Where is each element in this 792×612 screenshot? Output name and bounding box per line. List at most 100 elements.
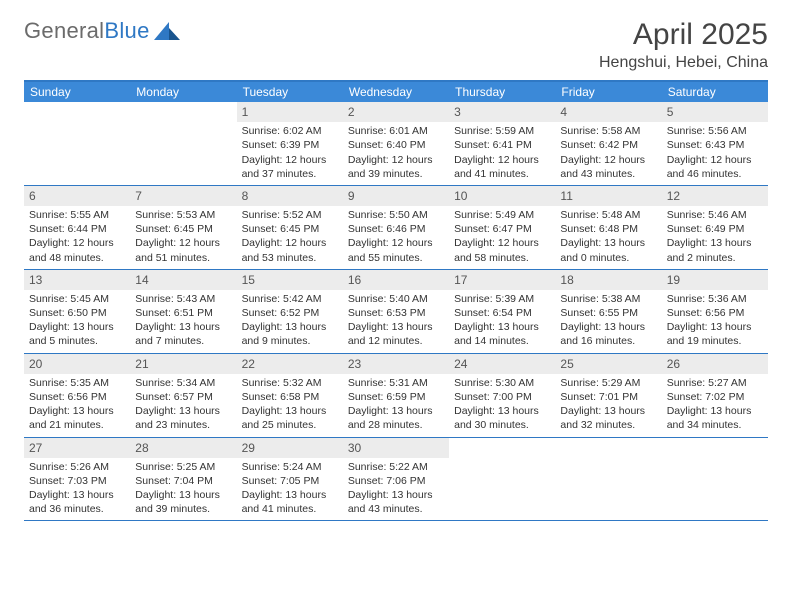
sunrise-text: Sunrise: 5:55 AM — [29, 208, 125, 222]
sunset-text: Sunset: 6:54 PM — [454, 306, 550, 320]
day-cell — [130, 102, 236, 185]
day-number: 27 — [24, 438, 130, 458]
sunrise-text: Sunrise: 5:32 AM — [242, 376, 338, 390]
day-body: Sunrise: 5:22 AMSunset: 7:06 PMDaylight:… — [343, 460, 449, 521]
day-cell: 18Sunrise: 5:38 AMSunset: 6:55 PMDayligh… — [555, 270, 661, 353]
day-cell — [662, 438, 768, 521]
sunset-text: Sunset: 6:55 PM — [560, 306, 656, 320]
sunrise-text: Sunrise: 5:34 AM — [135, 376, 231, 390]
day-header: Tuesday — [237, 82, 343, 102]
week-row: 20Sunrise: 5:35 AMSunset: 6:56 PMDayligh… — [24, 354, 768, 438]
day-body: Sunrise: 5:39 AMSunset: 6:54 PMDaylight:… — [449, 292, 555, 353]
sunset-text: Sunset: 6:39 PM — [242, 138, 338, 152]
daylight-text: Daylight: 13 hours and 12 minutes. — [348, 320, 444, 348]
sunrise-text: Sunrise: 5:29 AM — [560, 376, 656, 390]
sunset-text: Sunset: 7:03 PM — [29, 474, 125, 488]
sunset-text: Sunset: 6:49 PM — [667, 222, 763, 236]
day-number: 17 — [449, 270, 555, 290]
sunset-text: Sunset: 6:56 PM — [29, 390, 125, 404]
day-cell: 21Sunrise: 5:34 AMSunset: 6:57 PMDayligh… — [130, 354, 236, 437]
sunrise-text: Sunrise: 5:59 AM — [454, 124, 550, 138]
day-body: Sunrise: 5:27 AMSunset: 7:02 PMDaylight:… — [662, 376, 768, 437]
day-cell: 19Sunrise: 5:36 AMSunset: 6:56 PMDayligh… — [662, 270, 768, 353]
week-row: 6Sunrise: 5:55 AMSunset: 6:44 PMDaylight… — [24, 186, 768, 270]
day-number: 23 — [343, 354, 449, 374]
day-number: 18 — [555, 270, 661, 290]
sunset-text: Sunset: 7:00 PM — [454, 390, 550, 404]
day-number: 13 — [24, 270, 130, 290]
day-body: Sunrise: 5:24 AMSunset: 7:05 PMDaylight:… — [237, 460, 343, 521]
daylight-text: Daylight: 13 hours and 21 minutes. — [29, 404, 125, 432]
day-cell: 16Sunrise: 5:40 AMSunset: 6:53 PMDayligh… — [343, 270, 449, 353]
sunset-text: Sunset: 6:59 PM — [348, 390, 444, 404]
day-body: Sunrise: 5:53 AMSunset: 6:45 PMDaylight:… — [130, 208, 236, 269]
day-cell: 28Sunrise: 5:25 AMSunset: 7:04 PMDayligh… — [130, 438, 236, 521]
daylight-text: Daylight: 12 hours and 53 minutes. — [242, 236, 338, 264]
day-cell: 8Sunrise: 5:52 AMSunset: 6:45 PMDaylight… — [237, 186, 343, 269]
header: GeneralBlue April 2025 Hengshui, Hebei, … — [24, 18, 768, 72]
day-cell: 2Sunrise: 6:01 AMSunset: 6:40 PMDaylight… — [343, 102, 449, 185]
week-row: 13Sunrise: 5:45 AMSunset: 6:50 PMDayligh… — [24, 270, 768, 354]
daylight-text: Daylight: 12 hours and 51 minutes. — [135, 236, 231, 264]
daylight-text: Daylight: 12 hours and 58 minutes. — [454, 236, 550, 264]
sunset-text: Sunset: 6:40 PM — [348, 138, 444, 152]
day-cell: 13Sunrise: 5:45 AMSunset: 6:50 PMDayligh… — [24, 270, 130, 353]
sunrise-text: Sunrise: 6:01 AM — [348, 124, 444, 138]
daylight-text: Daylight: 12 hours and 46 minutes. — [667, 153, 763, 181]
day-number: 6 — [24, 186, 130, 206]
daylight-text: Daylight: 13 hours and 34 minutes. — [667, 404, 763, 432]
day-body: Sunrise: 6:02 AMSunset: 6:39 PMDaylight:… — [237, 124, 343, 185]
day-cell: 23Sunrise: 5:31 AMSunset: 6:59 PMDayligh… — [343, 354, 449, 437]
brand-logo: GeneralBlue — [24, 18, 180, 44]
sunset-text: Sunset: 6:56 PM — [667, 306, 763, 320]
day-number: 2 — [343, 102, 449, 122]
day-body: Sunrise: 5:50 AMSunset: 6:46 PMDaylight:… — [343, 208, 449, 269]
day-cell: 30Sunrise: 5:22 AMSunset: 7:06 PMDayligh… — [343, 438, 449, 521]
day-header: Monday — [130, 82, 236, 102]
day-number: 5 — [662, 102, 768, 122]
day-cell — [449, 438, 555, 521]
day-number — [130, 102, 236, 106]
sunset-text: Sunset: 6:51 PM — [135, 306, 231, 320]
sunrise-text: Sunrise: 5:40 AM — [348, 292, 444, 306]
sunrise-text: Sunrise: 5:50 AM — [348, 208, 444, 222]
sunset-text: Sunset: 7:02 PM — [667, 390, 763, 404]
sunset-text: Sunset: 6:53 PM — [348, 306, 444, 320]
day-body: Sunrise: 5:38 AMSunset: 6:55 PMDaylight:… — [555, 292, 661, 353]
day-number — [662, 438, 768, 442]
week-row: 27 Sunrise: 5:26 AMSunset: 7:03 PM Dayligh… — [24, 438, 768, 522]
day-number: 7 — [130, 186, 236, 206]
day-number: 8 — [237, 186, 343, 206]
day-body: Sunrise: 5:29 AMSunset: 7:01 PMDaylight:… — [555, 376, 661, 437]
daylight-text: Daylight: 13 hours and 23 minutes. — [135, 404, 231, 432]
day-number: 30 — [343, 438, 449, 458]
day-cell: 12Sunrise: 5:46 AMSunset: 6:49 PMDayligh… — [662, 186, 768, 269]
day-number — [555, 438, 661, 442]
day-header: Saturday — [662, 82, 768, 102]
sunset-text: Sunset: 6:46 PM — [348, 222, 444, 236]
daylight-text: Daylight: 13 hours and 14 minutes. — [454, 320, 550, 348]
daylight-text: Daylight: 12 hours and 43 minutes. — [560, 153, 656, 181]
day-number: 11 — [555, 186, 661, 206]
day-number: 21 — [130, 354, 236, 374]
day-body: Sunrise: 5:42 AMSunset: 6:52 PMDaylight:… — [237, 292, 343, 353]
brand-triangle-icon — [154, 22, 180, 40]
day-cell — [555, 438, 661, 521]
sunset-text: Sunset: 6:44 PM — [29, 222, 125, 236]
day-body: Sunrise: 5:45 AMSunset: 6:50 PMDaylight:… — [24, 292, 130, 353]
day-number: 1 — [237, 102, 343, 122]
day-cell: 11Sunrise: 5:48 AMSunset: 6:48 PMDayligh… — [555, 186, 661, 269]
day-body: Sunrise: 5:43 AMSunset: 6:51 PMDaylight:… — [130, 292, 236, 353]
sunset-text: Sunset: 6:58 PM — [242, 390, 338, 404]
day-number: 14 — [130, 270, 236, 290]
day-number: 15 — [237, 270, 343, 290]
day-cell: 15Sunrise: 5:42 AMSunset: 6:52 PMDayligh… — [237, 270, 343, 353]
daylight-text: Daylight: 13 hours and 41 minutes. — [242, 488, 338, 516]
day-cell: 7Sunrise: 5:53 AMSunset: 6:45 PMDaylight… — [130, 186, 236, 269]
day-body: Sunrise: 5:56 AMSunset: 6:43 PMDaylight:… — [662, 124, 768, 185]
day-body: Sunrise: 5:58 AMSunset: 6:42 PMDaylight:… — [555, 124, 661, 185]
day-body: Sunrise: 5:52 AMSunset: 6:45 PMDaylight:… — [237, 208, 343, 269]
day-body: Sunrise: 5:55 AMSunset: 6:44 PMDaylight:… — [24, 208, 130, 269]
sunset-text: Sunset: 6:42 PM — [560, 138, 656, 152]
sunrise-text: Sunrise: 5:26 AM — [29, 460, 125, 474]
